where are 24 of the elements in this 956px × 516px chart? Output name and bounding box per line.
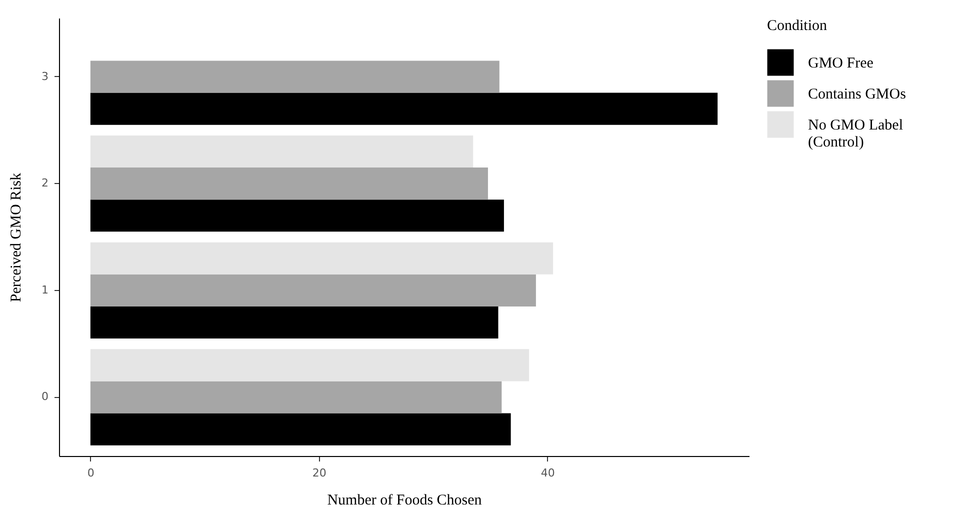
y-axis-title: Perceived GMO Risk (8, 172, 24, 302)
x-axis-title: Number of Foods Chosen (327, 492, 482, 508)
bar (90, 274, 536, 306)
y-tick-label: 0 (42, 390, 48, 404)
x-tick-label: 40 (540, 466, 555, 480)
bar (90, 306, 498, 338)
x-tick-label: 20 (312, 466, 326, 480)
legend-title: Condition (767, 18, 828, 34)
bar (90, 136, 474, 168)
legend-label: No GMO Label (Control) (808, 118, 903, 150)
y-tick-label: 3 (42, 70, 48, 83)
x-tick-label: 0 (87, 466, 94, 480)
legend-label: Contains GMOs (808, 86, 906, 102)
bar (90, 349, 530, 382)
y-tick-label: 1 (42, 283, 48, 296)
bar (90, 92, 718, 125)
bar (90, 168, 488, 200)
bar (90, 242, 554, 274)
bar (90, 381, 502, 414)
bar (90, 200, 504, 232)
y-tick-label: 2 (42, 176, 48, 190)
bar (90, 60, 500, 93)
bar (90, 413, 511, 446)
legend-label: GMO Free (808, 56, 874, 72)
